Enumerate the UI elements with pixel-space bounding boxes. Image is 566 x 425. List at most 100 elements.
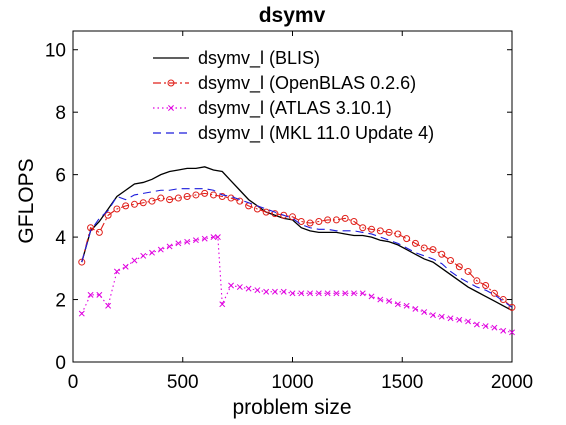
data-point	[306, 219, 314, 227]
series-4	[81, 188, 513, 308]
data-point	[464, 267, 472, 275]
data-point	[332, 216, 340, 224]
data-point	[315, 290, 322, 297]
data-point	[394, 230, 402, 238]
data-point	[447, 315, 454, 322]
y-tick-label: 4	[55, 228, 66, 249]
data-point	[166, 243, 173, 250]
data-point	[87, 291, 94, 298]
data-point	[465, 318, 472, 325]
legend-entry-1: dsymv_l (BLIS)	[153, 48, 320, 69]
data-point	[508, 303, 516, 311]
data-point	[280, 288, 287, 295]
x-tick-label: 0	[68, 372, 79, 393]
data-point	[289, 213, 296, 221]
data-point	[201, 189, 209, 197]
chart-title: dsymv	[259, 4, 326, 27]
data-point	[210, 234, 217, 241]
data-point	[209, 191, 217, 199]
data-point	[149, 249, 155, 256]
data-point	[262, 208, 270, 216]
data-point	[456, 316, 463, 323]
data-point	[438, 313, 445, 320]
data-point	[236, 284, 243, 291]
data-point	[315, 217, 323, 225]
y-axis-label: GFLOPS	[15, 158, 38, 243]
data-point	[438, 250, 446, 258]
legend-entry-2: dsymv_l (OpenBLAS 0.2.6)	[153, 73, 416, 94]
data-point	[350, 217, 358, 225]
y-tick-label: 10	[45, 41, 66, 62]
data-point	[359, 224, 367, 232]
data-point	[351, 290, 357, 297]
series-1	[81, 166, 513, 312]
data-point	[192, 191, 200, 199]
data-point	[113, 205, 121, 213]
data-point	[368, 225, 376, 233]
data-point	[377, 296, 384, 303]
data-point	[104, 211, 112, 219]
data-point	[130, 200, 138, 208]
data-point	[324, 290, 331, 297]
legend-entry-4: dsymv_l (MKL 11.0 Update 4)	[153, 123, 434, 144]
data-point	[214, 234, 221, 241]
data-point	[307, 290, 314, 297]
legend-marker	[167, 79, 175, 87]
plot-area: 0 500 1000 1500 2000 0 2 4 6 8 10	[45, 30, 533, 393]
data-point	[420, 244, 428, 252]
data-point	[482, 323, 489, 330]
data-point	[218, 193, 226, 200]
data-point	[509, 329, 515, 336]
data-point	[131, 257, 138, 264]
data-point	[174, 194, 182, 202]
data-point	[411, 239, 419, 247]
data-point	[473, 321, 480, 328]
series-line	[81, 188, 513, 308]
data-point	[245, 285, 252, 292]
y-tick-label: 6	[55, 166, 66, 187]
data-point	[263, 288, 270, 295]
legend-marker	[168, 105, 174, 111]
x-tick-label: 500	[167, 372, 199, 393]
data-point	[183, 193, 191, 200]
data-point	[421, 309, 428, 315]
x-axis-label: problem size	[232, 396, 351, 419]
data-point	[297, 217, 305, 225]
data-point	[376, 227, 384, 235]
data-point	[175, 240, 182, 247]
series-3	[78, 234, 515, 336]
data-point	[271, 288, 278, 295]
data-point	[78, 258, 86, 266]
data-point	[289, 290, 296, 297]
x-tick-label: 1000	[271, 372, 313, 393]
data-point	[394, 301, 401, 308]
data-point	[368, 293, 375, 300]
data-point	[455, 263, 463, 271]
data-point	[324, 216, 332, 224]
data-point	[473, 277, 481, 285]
data-point	[192, 237, 199, 244]
data-point	[122, 202, 130, 210]
series-line	[81, 166, 513, 312]
data-point	[139, 199, 147, 207]
data-point	[78, 310, 85, 317]
data-point	[430, 312, 436, 319]
legend-label: dsymv_l (ATLAS 3.10.1)	[198, 98, 392, 119]
data-point	[122, 263, 129, 270]
data-point	[386, 298, 393, 305]
data-point	[429, 246, 437, 254]
data-point	[403, 235, 411, 243]
data-point	[219, 301, 226, 308]
data-point	[96, 291, 103, 298]
legend-label: dsymv_l (OpenBLAS 0.2.6)	[198, 73, 416, 94]
data-point	[341, 214, 349, 222]
legend-label: dsymv_l (BLIS)	[198, 48, 320, 69]
data-point	[298, 290, 305, 297]
data-point	[105, 302, 112, 309]
data-point	[412, 305, 419, 312]
data-point	[500, 327, 507, 334]
legend: dsymv_l (BLIS) dsymv_l (OpenBLAS 0.2.6) ds…	[153, 48, 434, 144]
data-point	[385, 228, 393, 236]
